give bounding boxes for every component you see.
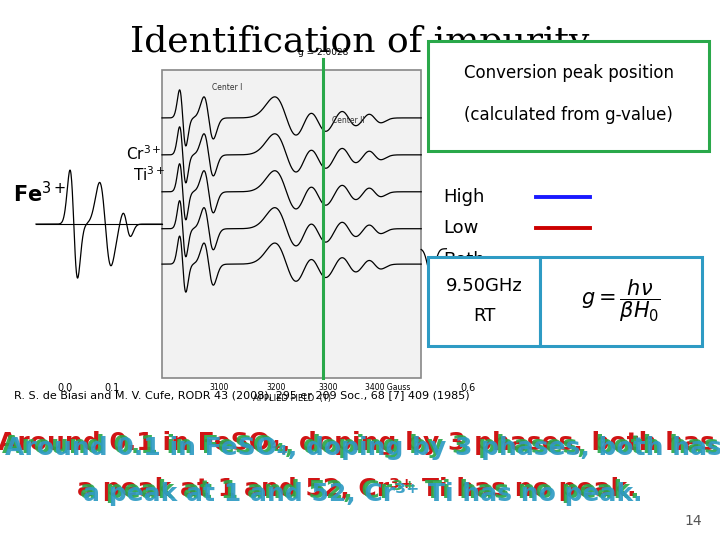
- Text: 3100: 3100: [210, 383, 229, 393]
- Text: 3200: 3200: [266, 383, 286, 393]
- Text: Around 0.1 in FeSO₄, doping by 3 phases, both has: Around 0.1 in FeSO₄, doping by 3 phases,…: [5, 436, 720, 460]
- Text: Center I: Center I: [212, 83, 242, 91]
- Text: g = 2.0028: g = 2.0028: [297, 48, 348, 57]
- Text: Identification of impurity: Identification of impurity: [130, 24, 590, 59]
- Text: 0.1: 0.1: [104, 383, 120, 394]
- Text: Around 0.1 in FeSO₄, doping by 3 phases, both has: Around 0.1 in FeSO₄, doping by 3 phases,…: [1, 434, 719, 457]
- Text: Both: Both: [443, 251, 485, 269]
- Text: High: High: [443, 188, 484, 206]
- Text: RT: RT: [473, 307, 495, 325]
- Text: a peak at 1 and 52, Cr³⁺ Ti has no peak.: a peak at 1 and 52, Cr³⁺ Ti has no peak.: [84, 482, 643, 506]
- Text: APPLIED FIELD  (T): APPLIED FIELD (T): [253, 394, 330, 403]
- Text: Center II: Center II: [333, 117, 365, 125]
- Text: Around 0.1 in FeSO₄, doping by 3 phases, both has: Around 0.1 in FeSO₄, doping by 3 phases,…: [0, 431, 715, 455]
- Text: 3400 Gauss: 3400 Gauss: [365, 383, 410, 393]
- Bar: [162, 70, 421, 378]
- Text: 9.50GHz: 9.50GHz: [446, 277, 523, 295]
- Text: 3300: 3300: [318, 383, 338, 393]
- Text: (calculated from g-value): (calculated from g-value): [464, 106, 673, 124]
- FancyBboxPatch shape: [540, 256, 702, 346]
- Text: Cr$^{3+}$: Cr$^{3+}$: [126, 144, 162, 163]
- Text: a peak at 1 and 52, Cr³⁺ Ti has no peak.: a peak at 1 and 52, Cr³⁺ Ti has no peak.: [80, 480, 640, 503]
- Text: $g = \dfrac{h\nu}{\beta H_0}$: $g = \dfrac{h\nu}{\beta H_0}$: [581, 278, 661, 325]
- Text: Conversion peak position: Conversion peak position: [464, 64, 674, 82]
- Text: Ti$^{3+}$: Ti$^{3+}$: [133, 165, 166, 184]
- Text: 0.0: 0.0: [57, 383, 73, 394]
- Text: Low: Low: [443, 219, 478, 238]
- Text: R. S. de Biasi and M. V. Cufe, RODR 43 (2008), 295 er 209 Soc., 68 [7] 409 (1985: R. S. de Biasi and M. V. Cufe, RODR 43 (…: [14, 390, 470, 400]
- Text: a peak at 1 and 52, Cr³⁺ Ti has no peak.: a peak at 1 and 52, Cr³⁺ Ti has no peak.: [77, 477, 636, 501]
- FancyBboxPatch shape: [428, 256, 540, 346]
- Text: Fe$^{3+}$: Fe$^{3+}$: [13, 181, 66, 206]
- FancyBboxPatch shape: [428, 40, 709, 151]
- Text: 0.6: 0.6: [460, 383, 476, 394]
- Text: 14: 14: [685, 514, 702, 528]
